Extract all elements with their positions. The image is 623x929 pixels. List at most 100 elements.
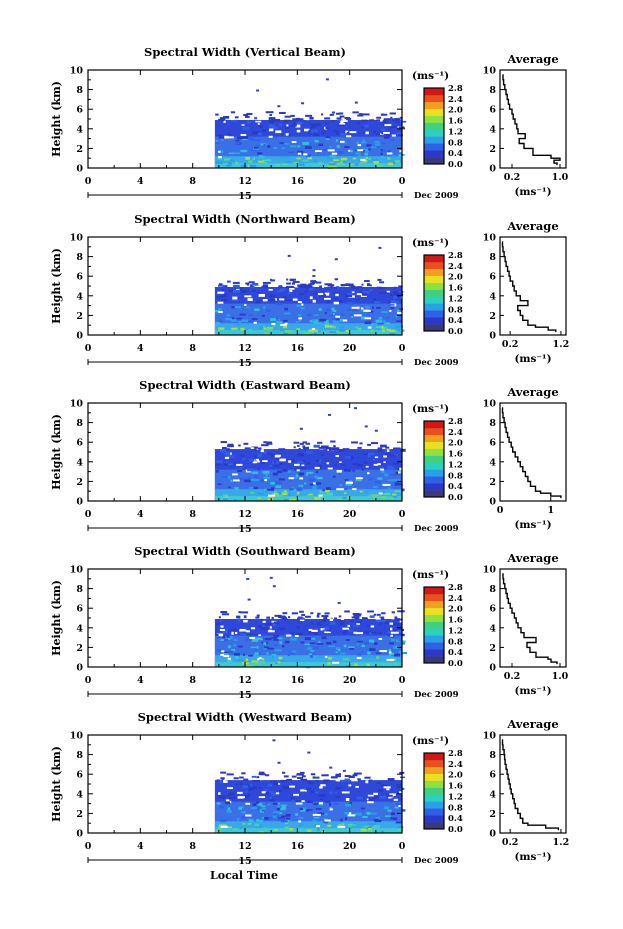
heatmap-cell bbox=[306, 154, 310, 158]
colorbar-swatch bbox=[424, 94, 444, 103]
heatmap-cell bbox=[296, 632, 303, 635]
heatmap-cell bbox=[233, 639, 238, 641]
heatmap-cell bbox=[326, 628, 332, 632]
heatmap-cell bbox=[258, 806, 262, 809]
heatmap-gap bbox=[351, 306, 360, 309]
heatmap-cell bbox=[362, 139, 365, 143]
y-axis-title: Height (km) bbox=[50, 248, 63, 324]
heatmap-cell bbox=[266, 309, 271, 313]
heatmap-cell bbox=[272, 802, 278, 805]
heatmap-cell bbox=[367, 452, 375, 456]
heatmap-cell bbox=[272, 461, 275, 464]
avg-y-tick-label: 8 bbox=[489, 750, 496, 761]
heatmap-cell bbox=[234, 632, 238, 635]
heatmap-cell bbox=[230, 317, 235, 321]
heatmap-cell bbox=[338, 773, 342, 776]
heatmap-cell bbox=[251, 639, 259, 642]
heatmap-cell bbox=[303, 449, 307, 451]
heatmap-cell bbox=[371, 158, 378, 161]
heatmap-cell bbox=[240, 632, 243, 636]
colorbar-frame bbox=[423, 87, 445, 165]
heatmap-cell bbox=[395, 471, 400, 475]
heatmap-cell bbox=[340, 818, 343, 822]
heatmap-gap bbox=[352, 488, 357, 491]
heatmap-cell bbox=[364, 124, 369, 128]
heatmap-cell bbox=[253, 786, 258, 790]
heatmap-cell bbox=[329, 146, 332, 148]
heatmap-cell bbox=[389, 497, 394, 500]
heatmap-cell bbox=[273, 664, 278, 667]
heatmap-cell bbox=[351, 778, 359, 782]
heatmap-cell bbox=[254, 454, 258, 458]
avg-x-tick-label: 1.2 bbox=[553, 339, 570, 350]
heatmap-cell bbox=[381, 830, 384, 833]
heatmap-cell bbox=[223, 780, 228, 783]
day-label: 15 bbox=[238, 191, 251, 202]
heatmap-cell bbox=[399, 620, 407, 623]
heatmap-cell bbox=[336, 117, 342, 120]
heatmap-cell bbox=[294, 463, 300, 466]
heatmap-cell bbox=[362, 113, 370, 116]
heatmap-cell bbox=[385, 134, 391, 137]
heatmap-cell bbox=[373, 825, 380, 829]
heatmap-cell bbox=[319, 318, 327, 322]
heatmap-cell bbox=[337, 601, 341, 604]
heatmap-band bbox=[214, 655, 402, 667]
heatmap-cell bbox=[345, 456, 351, 459]
heatmap-cell bbox=[299, 442, 304, 445]
colorbar-tick-label: 2.0 bbox=[448, 439, 463, 449]
heatmap-cell bbox=[329, 791, 333, 795]
heatmap-cell bbox=[368, 798, 376, 801]
colorbar-swatch bbox=[424, 108, 444, 116]
heatmap-cell bbox=[265, 473, 268, 477]
heatmap-cell bbox=[260, 627, 267, 630]
heatmap-cell bbox=[308, 630, 314, 634]
heatmap-cell bbox=[396, 630, 402, 633]
avg-x-tick-label: 1.0 bbox=[552, 172, 569, 183]
heatmap-cell bbox=[273, 118, 281, 122]
heatmap-cell bbox=[291, 775, 297, 778]
heatmap-cell bbox=[288, 499, 295, 501]
heatmap-cell bbox=[313, 444, 320, 448]
heatmap-cell bbox=[264, 622, 272, 626]
heatmap-cell bbox=[385, 446, 390, 449]
heatmap-cell bbox=[314, 632, 318, 635]
heatmap-cell bbox=[222, 494, 227, 497]
heatmap-cell bbox=[367, 323, 374, 326]
heatmap-cell bbox=[242, 127, 250, 130]
heatmap-cell bbox=[347, 824, 352, 827]
heatmap-cell bbox=[275, 492, 283, 495]
heatmap-cell bbox=[252, 283, 259, 286]
heatmap-gap bbox=[382, 483, 391, 486]
heatmap-cell bbox=[302, 807, 307, 810]
heatmap-cell bbox=[247, 298, 253, 302]
heatmap-cell bbox=[276, 457, 281, 460]
heatmap-cell bbox=[240, 454, 245, 457]
heatmap-cell bbox=[375, 319, 382, 323]
colorbar-tick-label: 2.8 bbox=[448, 749, 463, 759]
heatmap-cell bbox=[365, 305, 370, 309]
heatmap-cell bbox=[388, 454, 396, 457]
heatmap-cell bbox=[280, 807, 286, 811]
heatmap-cell bbox=[248, 314, 253, 317]
heatmap-cell bbox=[378, 449, 383, 453]
heatmap-gap bbox=[297, 301, 302, 304]
heatmap-cell bbox=[349, 647, 354, 650]
heatmap-cell bbox=[246, 665, 253, 667]
heatmap-cell bbox=[401, 633, 405, 637]
heatmap-cell bbox=[267, 630, 275, 633]
heatmap-cell bbox=[278, 627, 285, 631]
heatmap-cell bbox=[335, 139, 339, 142]
heatmap-cell bbox=[284, 299, 292, 302]
heatmap-cell bbox=[270, 279, 276, 282]
heatmap-cell bbox=[274, 643, 278, 647]
colorbar-swatch bbox=[424, 157, 444, 165]
heatmap-cell bbox=[371, 119, 375, 122]
heatmap-cell bbox=[239, 313, 246, 316]
heatmap-cell bbox=[351, 441, 359, 444]
heatmap-cell bbox=[258, 155, 263, 158]
colorbar-tick-label: 0.4 bbox=[448, 814, 463, 824]
heatmap-cell bbox=[220, 777, 225, 780]
heatmap-gap bbox=[245, 814, 252, 817]
colorbar-tick-label: 2.4 bbox=[448, 760, 463, 770]
